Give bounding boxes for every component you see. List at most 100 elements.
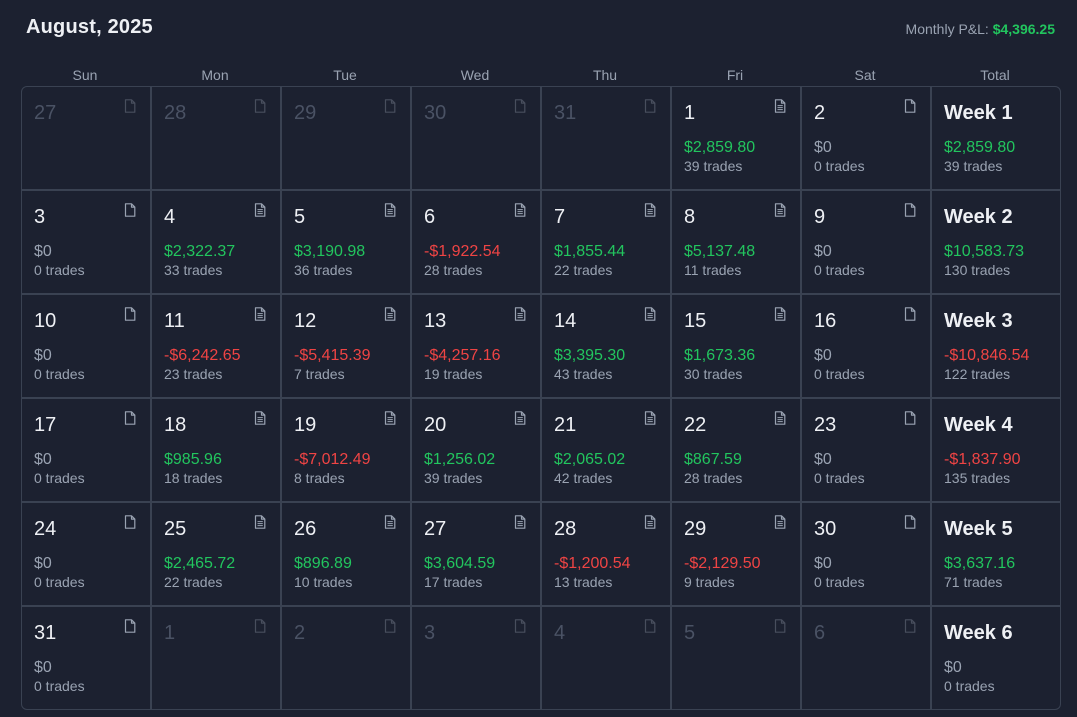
file-icon[interactable] bbox=[124, 203, 136, 217]
week-total-cell[interactable]: Week 6 $0 0 trades bbox=[931, 606, 1061, 710]
notes-icon[interactable] bbox=[774, 99, 786, 113]
day-cell-outside-month[interactable]: 27 bbox=[21, 86, 151, 190]
day-number: 9 bbox=[814, 206, 826, 228]
file-icon[interactable] bbox=[904, 203, 916, 217]
notes-icon[interactable] bbox=[254, 307, 266, 321]
notes-icon[interactable] bbox=[384, 515, 396, 529]
notes-icon[interactable] bbox=[644, 515, 656, 529]
week-total-cell[interactable]: Week 4 -$1,837.90 135 trades bbox=[931, 398, 1061, 502]
notes-icon[interactable] bbox=[774, 411, 786, 425]
notes-icon[interactable] bbox=[774, 307, 786, 321]
file-icon[interactable] bbox=[774, 619, 786, 633]
notes-icon[interactable] bbox=[774, 203, 786, 217]
day-cell[interactable]: 4 $2,322.37 33 trades bbox=[151, 190, 281, 294]
day-cell[interactable]: 27 $3,604.59 17 trades bbox=[411, 502, 541, 606]
day-cell[interactable]: 22 $867.59 28 trades bbox=[671, 398, 801, 502]
day-number: 7 bbox=[554, 206, 566, 228]
day-number: 29 bbox=[684, 518, 707, 540]
day-cell-outside-month[interactable]: 3 bbox=[411, 606, 541, 710]
day-pnl: $1,855.44 bbox=[554, 243, 626, 260]
day-cell[interactable]: 11 -$6,242.65 23 trades bbox=[151, 294, 281, 398]
file-icon[interactable] bbox=[644, 619, 656, 633]
day-cell-outside-month[interactable]: 29 bbox=[281, 86, 411, 190]
day-cell[interactable]: 15 $1,673.36 30 trades bbox=[671, 294, 801, 398]
day-cell[interactable]: 5 $3,190.98 36 trades bbox=[281, 190, 411, 294]
week-total-cell[interactable]: Week 1 $2,859.80 39 trades bbox=[931, 86, 1061, 190]
notes-icon[interactable] bbox=[644, 307, 656, 321]
file-icon[interactable] bbox=[904, 307, 916, 321]
week-trade-count: 122 trades bbox=[944, 366, 1011, 382]
day-number: 21 bbox=[554, 414, 577, 436]
day-cell[interactable]: 21 $2,065.02 42 trades bbox=[541, 398, 671, 502]
file-icon[interactable] bbox=[644, 99, 656, 113]
file-icon[interactable] bbox=[384, 99, 396, 113]
day-cell-outside-month[interactable]: 4 bbox=[541, 606, 671, 710]
day-cell-outside-month[interactable]: 28 bbox=[151, 86, 281, 190]
day-cell-outside-month[interactable]: 2 bbox=[281, 606, 411, 710]
file-icon[interactable] bbox=[124, 619, 136, 633]
notes-icon[interactable] bbox=[384, 203, 396, 217]
day-cell[interactable]: 14 $3,395.30 43 trades bbox=[541, 294, 671, 398]
day-cell[interactable]: 18 $985.96 18 trades bbox=[151, 398, 281, 502]
notes-icon[interactable] bbox=[644, 411, 656, 425]
day-pnl: $0 bbox=[34, 451, 52, 468]
day-cell[interactable]: 19 -$7,012.49 8 trades bbox=[281, 398, 411, 502]
file-icon[interactable] bbox=[514, 99, 526, 113]
day-cell[interactable]: 29 -$2,129.50 9 trades bbox=[671, 502, 801, 606]
day-cell[interactable]: 28 -$1,200.54 13 trades bbox=[541, 502, 671, 606]
file-icon[interactable] bbox=[124, 307, 136, 321]
day-cell-outside-month[interactable]: 6 bbox=[801, 606, 931, 710]
file-icon[interactable] bbox=[254, 99, 266, 113]
notes-icon[interactable] bbox=[514, 515, 526, 529]
file-icon[interactable] bbox=[124, 515, 136, 529]
file-icon[interactable] bbox=[124, 411, 136, 425]
day-cell[interactable]: 9 $0 0 trades bbox=[801, 190, 931, 294]
day-cell[interactable]: 7 $1,855.44 22 trades bbox=[541, 190, 671, 294]
file-icon[interactable] bbox=[254, 619, 266, 633]
day-number: 18 bbox=[164, 414, 187, 436]
day-cell[interactable]: 16 $0 0 trades bbox=[801, 294, 931, 398]
day-cell-outside-month[interactable]: 5 bbox=[671, 606, 801, 710]
week-label: Week 5 bbox=[944, 518, 1013, 540]
day-cell[interactable]: 20 $1,256.02 39 trades bbox=[411, 398, 541, 502]
notes-icon[interactable] bbox=[644, 203, 656, 217]
day-cell[interactable]: 23 $0 0 trades bbox=[801, 398, 931, 502]
file-icon[interactable] bbox=[514, 619, 526, 633]
file-icon[interactable] bbox=[904, 619, 916, 633]
day-of-week-label: Tue bbox=[333, 67, 357, 83]
notes-icon[interactable] bbox=[774, 515, 786, 529]
day-cell[interactable]: 31 $0 0 trades bbox=[21, 606, 151, 710]
file-icon[interactable] bbox=[904, 99, 916, 113]
day-cell-outside-month[interactable]: 1 bbox=[151, 606, 281, 710]
week-total-cell[interactable]: Week 5 $3,637.16 71 trades bbox=[931, 502, 1061, 606]
day-cell[interactable]: 26 $896.89 10 trades bbox=[281, 502, 411, 606]
day-cell[interactable]: 2 $0 0 trades bbox=[801, 86, 931, 190]
day-cell[interactable]: 12 -$5,415.39 7 trades bbox=[281, 294, 411, 398]
notes-icon[interactable] bbox=[514, 203, 526, 217]
day-cell[interactable]: 25 $2,465.72 22 trades bbox=[151, 502, 281, 606]
notes-icon[interactable] bbox=[254, 411, 266, 425]
day-cell[interactable]: 30 $0 0 trades bbox=[801, 502, 931, 606]
day-cell[interactable]: 24 $0 0 trades bbox=[21, 502, 151, 606]
day-cell[interactable]: 6 -$1,922.54 28 trades bbox=[411, 190, 541, 294]
week-total-cell[interactable]: Week 3 -$10,846.54 122 trades bbox=[931, 294, 1061, 398]
file-icon[interactable] bbox=[384, 619, 396, 633]
day-cell-outside-month[interactable]: 31 bbox=[541, 86, 671, 190]
notes-icon[interactable] bbox=[384, 307, 396, 321]
day-cell[interactable]: 1 $2,859.80 39 trades bbox=[671, 86, 801, 190]
day-cell-outside-month[interactable]: 30 bbox=[411, 86, 541, 190]
notes-icon[interactable] bbox=[384, 411, 396, 425]
day-cell[interactable]: 3 $0 0 trades bbox=[21, 190, 151, 294]
file-icon[interactable] bbox=[904, 515, 916, 529]
notes-icon[interactable] bbox=[254, 515, 266, 529]
day-cell[interactable]: 10 $0 0 trades bbox=[21, 294, 151, 398]
notes-icon[interactable] bbox=[514, 307, 526, 321]
week-total-cell[interactable]: Week 2 $10,583.73 130 trades bbox=[931, 190, 1061, 294]
day-cell[interactable]: 8 $5,137.48 11 trades bbox=[671, 190, 801, 294]
file-icon[interactable] bbox=[124, 99, 136, 113]
file-icon[interactable] bbox=[904, 411, 916, 425]
notes-icon[interactable] bbox=[514, 411, 526, 425]
day-cell[interactable]: 17 $0 0 trades bbox=[21, 398, 151, 502]
notes-icon[interactable] bbox=[254, 203, 266, 217]
day-cell[interactable]: 13 -$4,257.16 19 trades bbox=[411, 294, 541, 398]
